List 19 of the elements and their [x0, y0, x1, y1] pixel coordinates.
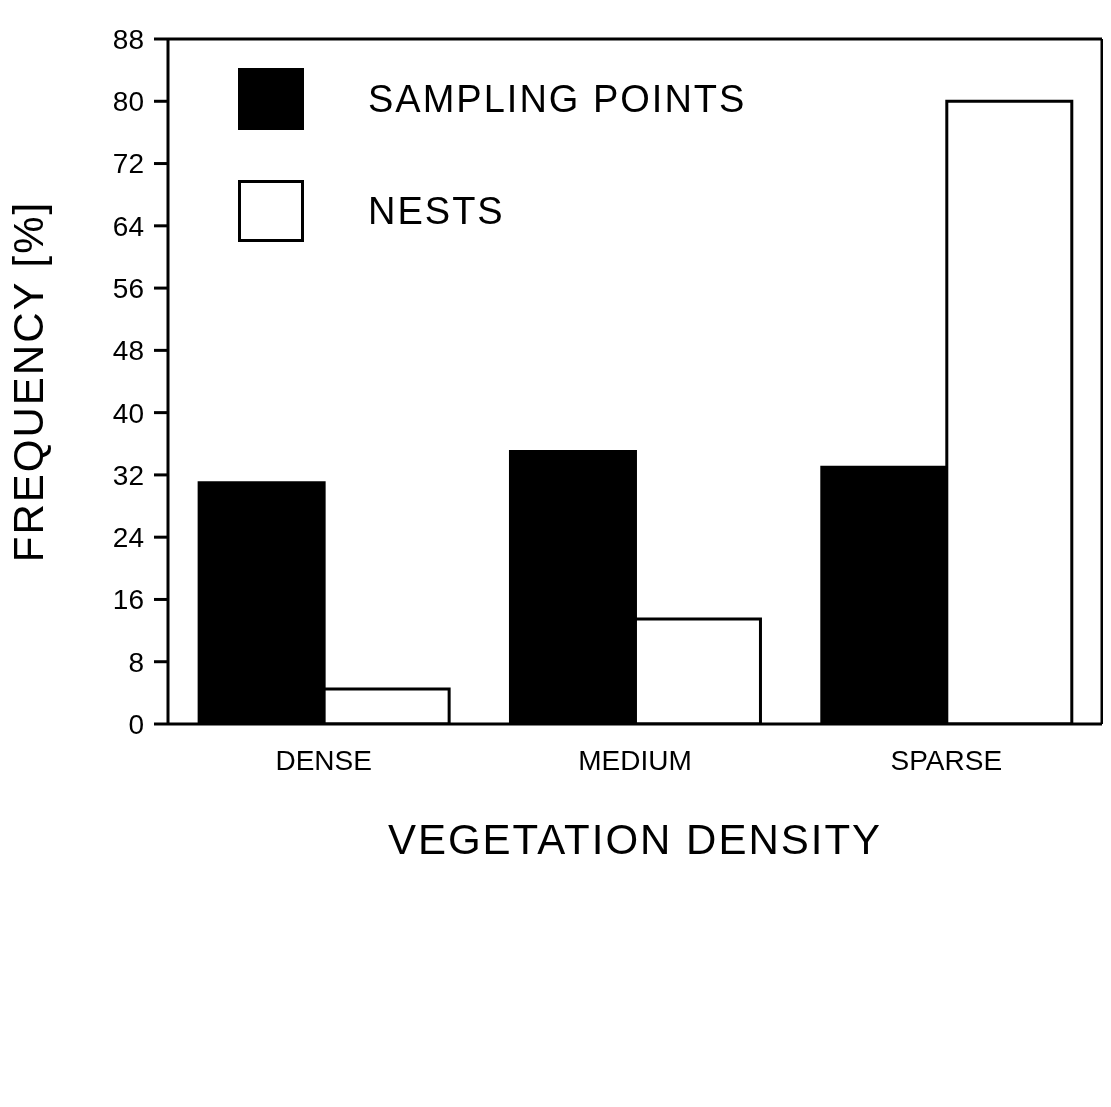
legend-label: NESTS: [368, 189, 505, 233]
y-tick-label: 0: [128, 708, 144, 740]
y-tick-label: 8: [128, 646, 144, 678]
y-tick-label: 40: [112, 397, 144, 429]
y-tick-label: 48: [112, 335, 144, 367]
y-tick-label: 88: [112, 23, 144, 55]
y-tick-label: 56: [112, 273, 144, 305]
y-tick-label: 72: [112, 148, 144, 180]
legend-label: SAMPLING POINTS: [368, 77, 747, 121]
y-axis-title: FREQUENCY [%]: [4, 200, 52, 563]
y-tick-label: 16: [112, 584, 144, 616]
x-tick-label: DENSE: [275, 744, 372, 776]
y-tick-label: 24: [112, 522, 144, 554]
y-tick-label: 80: [112, 86, 144, 118]
x-tick-label: SPARSE: [890, 744, 1003, 776]
x-tick-label: MEDIUM: [578, 744, 692, 776]
y-tick-label: 64: [112, 210, 144, 242]
x-axis-title: VEGETATION DENSITY: [387, 816, 883, 863]
y-tick-label: 32: [112, 459, 144, 491]
